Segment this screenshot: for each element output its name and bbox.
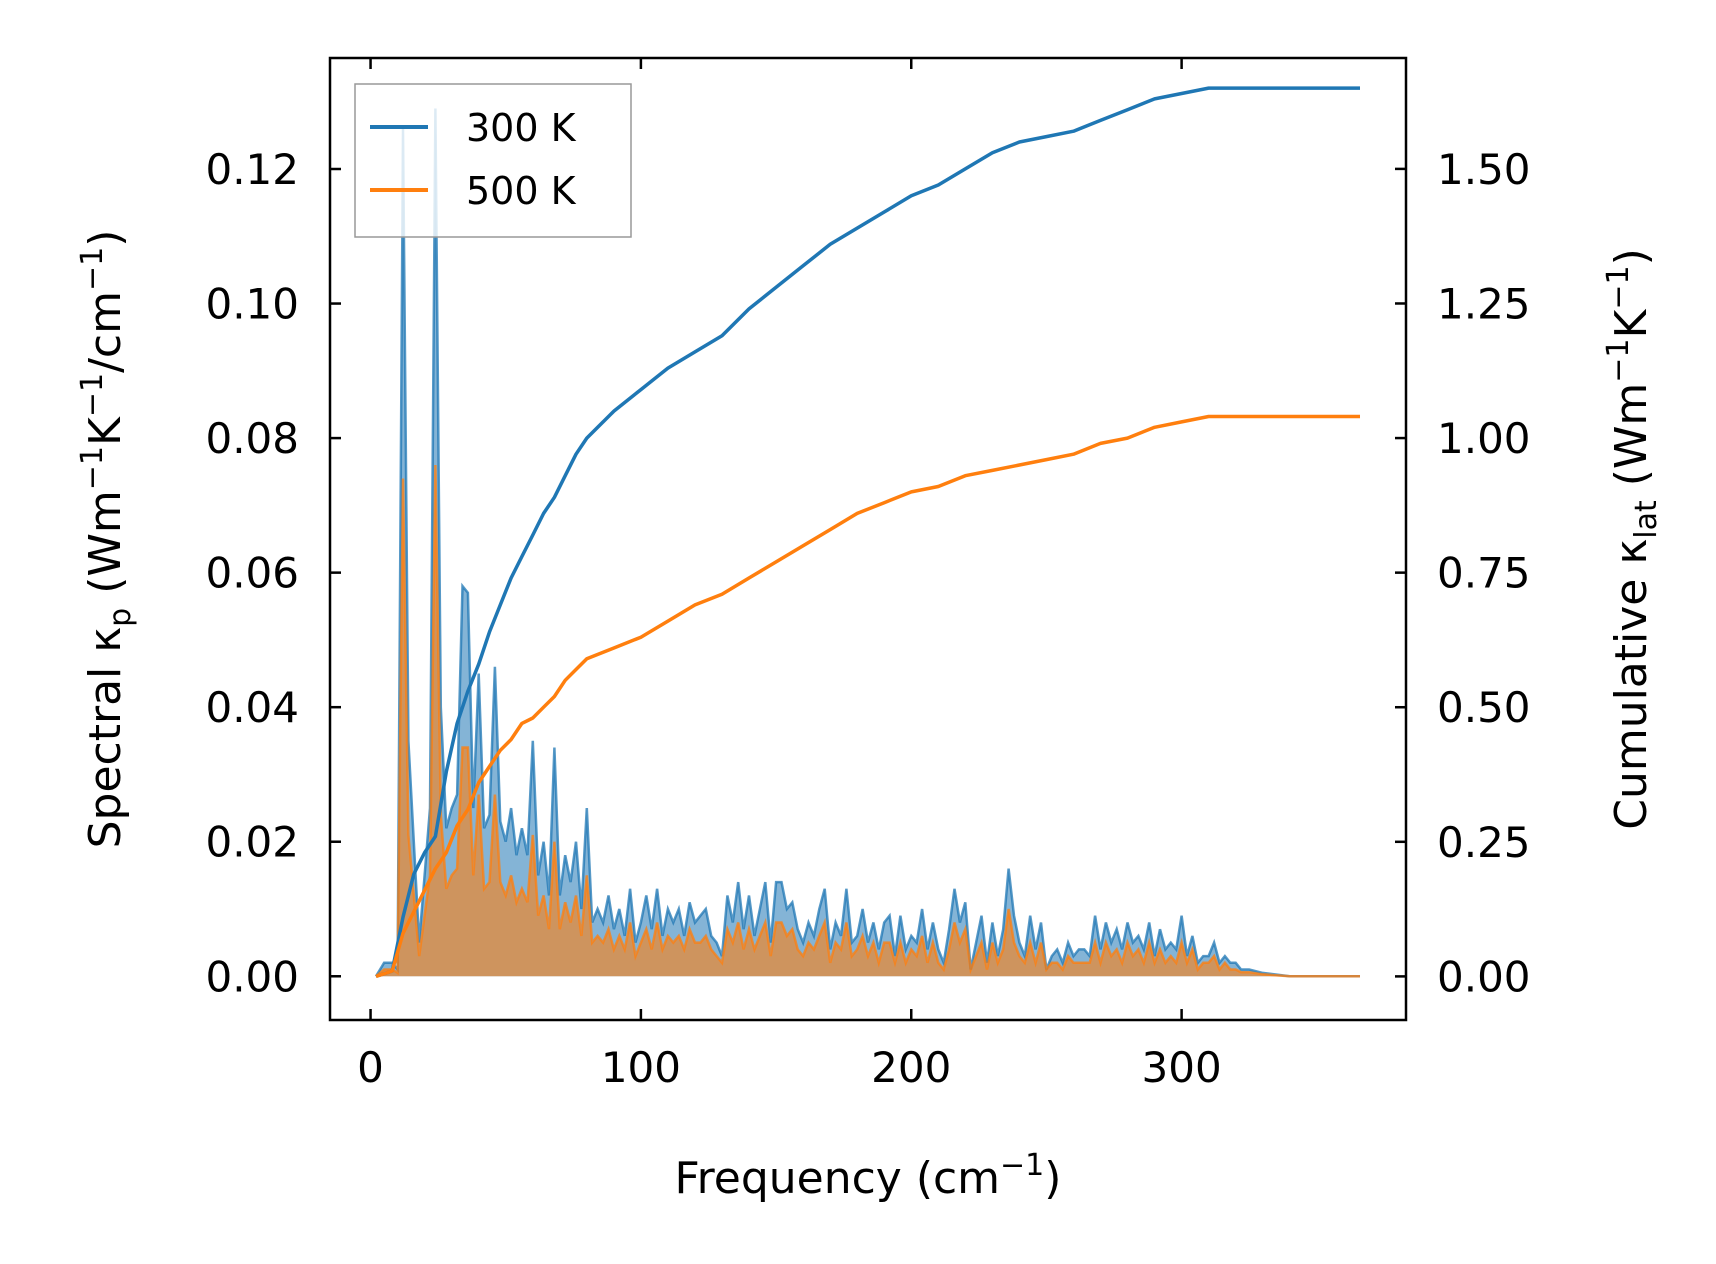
y-left-tick-label: 0.08 bbox=[205, 414, 299, 463]
y-right-tick-label: 1.50 bbox=[1437, 145, 1531, 194]
spectral-fill-300k bbox=[376, 108, 1360, 977]
x-tick-label: 300 bbox=[1142, 1043, 1222, 1092]
y-right-tick-label: 0.00 bbox=[1437, 952, 1531, 1001]
y-right-tick-label: 0.25 bbox=[1437, 818, 1531, 867]
legend-label-300k: 300 K bbox=[466, 106, 577, 150]
plot-frame bbox=[328, 56, 1408, 1022]
x-tick-label: 100 bbox=[601, 1043, 681, 1092]
x-tick-label: 0 bbox=[357, 1043, 384, 1092]
y-left-tick-label: 0.02 bbox=[205, 818, 299, 867]
y-right-tick-label: 0.75 bbox=[1437, 549, 1531, 598]
legend-label-500k: 500 K bbox=[466, 169, 577, 213]
y-left-tick-label: 0.10 bbox=[205, 280, 299, 329]
y-axis-left-label: Spectral κp (Wm−1K−1/cm−1) bbox=[75, 230, 138, 849]
cumulative-line-300k bbox=[375, 86, 1360, 979]
cumulative-line-500k bbox=[375, 414, 1360, 979]
x-axis-label: Frequency (cm−1) bbox=[675, 1148, 1062, 1204]
legend-box bbox=[354, 83, 632, 238]
legend: 300 K 500 K bbox=[354, 83, 632, 238]
y-right-tick-label: 1.25 bbox=[1437, 279, 1531, 328]
y-left-tick-label: 0.12 bbox=[205, 145, 299, 194]
y-left-tick-label: 0.04 bbox=[205, 683, 299, 732]
y-axis-right-label: Cumulative κlat (Wm−1K−1) bbox=[1601, 248, 1664, 830]
y-right-tick-label: 1.00 bbox=[1437, 414, 1531, 463]
tick-layer: 0 100 200 300 0.00 0.02 0.04 0.06 0.08 0.10 0.12 0.… bbox=[205, 58, 1531, 1092]
y-right-tick-label: 0.50 bbox=[1437, 683, 1531, 732]
x-tick-label: 200 bbox=[871, 1043, 951, 1092]
y-left-tick-label: 0.06 bbox=[205, 549, 299, 598]
spectral-fill-layer bbox=[374, 108, 1360, 978]
series-line-layer bbox=[375, 86, 1360, 979]
spectral-fill-500k bbox=[376, 465, 1360, 977]
spectral-line-300k bbox=[374, 108, 1360, 978]
y-left-tick-label: 0.00 bbox=[205, 952, 299, 1001]
spectral-line-500k bbox=[375, 464, 1360, 978]
